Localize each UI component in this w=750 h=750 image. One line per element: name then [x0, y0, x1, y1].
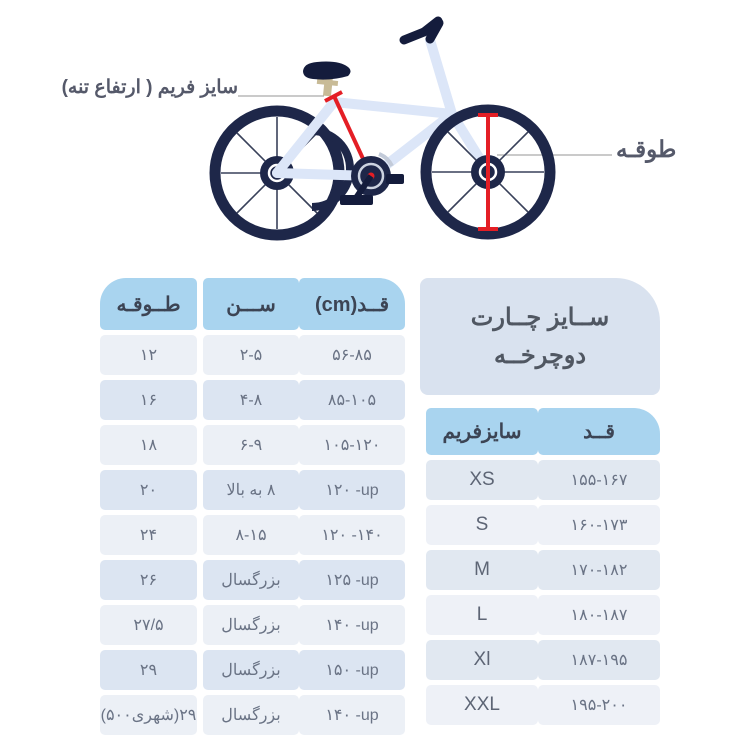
table-cell: ۲۹ — [100, 650, 197, 690]
table-cell: S — [426, 505, 538, 545]
table-cell: بزرگسال — [203, 605, 299, 645]
table-header-row: قــد(cm) ســـن طــوقـه — [94, 278, 405, 330]
table-cell: ۲۰ — [100, 470, 197, 510]
table-row: ۱۲۵ -up بزرگسال ۲۶ — [94, 560, 405, 600]
saddle — [303, 61, 351, 80]
table-cell: ۲۷/۵ — [100, 605, 197, 645]
table-cell: ۱۲۰ -۱۴۰ — [299, 515, 405, 555]
table-cell: XXL — [426, 685, 538, 725]
table-cell: ۱۰۵-۱۲۰ — [299, 425, 405, 465]
size-chart-title-line2: دوچرخــه — [493, 341, 587, 369]
table-cell: بزرگسال — [203, 560, 299, 600]
bicycle-illustration — [209, 16, 612, 241]
table-cell: ۱۹۵-۲۰۰ — [538, 685, 660, 725]
frame-size-label: سایز فریم ( ارتفاع تنه) — [61, 77, 238, 98]
table-cell: ۱۸۰-۱۸۷ — [538, 595, 660, 635]
header-cell: ســـن — [203, 278, 299, 330]
header-cell: طــوقـه — [100, 278, 197, 330]
table-cell: ۱۸ — [100, 425, 197, 465]
table-cell: ۲۴ — [100, 515, 197, 555]
table-row: ۱۴۰ -up بزرگسال ۲۹(شهری۵۰۰) — [94, 695, 405, 735]
header-cell: سایزفریم — [426, 408, 538, 455]
table-cell: ۱۲۵ -up — [299, 560, 405, 600]
table-cell: ۱۲۰ -up — [299, 470, 405, 510]
table-cell: ۶-۹ — [203, 425, 299, 465]
header-cell: قــد(cm) — [299, 278, 405, 330]
table-cell: ۲۶ — [100, 560, 197, 600]
seatpost-clamp — [316, 78, 339, 87]
chain-guard-arc — [311, 127, 354, 211]
height-age-rim-table: قــد(cm) ســـن طــوقـه ۵۶-۸۵ ۲-۵ ۱۲ ۸۵-۱۰۵ ۴-۸ ۱… — [94, 278, 405, 740]
handlebar — [399, 16, 444, 45]
table-cell: ۴-۸ — [203, 380, 299, 420]
table-row: ۱۹۵-۲۰۰ XXL — [420, 685, 660, 725]
table-row: ۱۸۰-۱۸۷ L — [420, 595, 660, 635]
table-cell: ۸ به بالا — [203, 470, 299, 510]
table-cell: ۱۸۷-۱۹۵ — [538, 640, 660, 680]
table-cell: ۱۶ — [100, 380, 197, 420]
table-row: ۱۲۰ -up ۸ به بالا ۲۰ — [94, 470, 405, 510]
table-cell: ۸-۱۵ — [203, 515, 299, 555]
table-cell: ۱۲ — [100, 335, 197, 375]
table-row: ۱۲۰ -۱۴۰ ۸-۱۵ ۲۴ — [94, 515, 405, 555]
table-row: ۱۵۵-۱۶۷ XS — [420, 460, 660, 500]
header-cell: قــد — [538, 408, 660, 455]
table-cell: ۱۴۰ -up — [299, 605, 405, 645]
table-header-row: قــد سایزفریم — [420, 408, 660, 455]
table-cell: بزرگسال — [203, 695, 299, 735]
table-row: ۸۵-۱۰۵ ۴-۸ ۱۶ — [94, 380, 405, 420]
rim-measure-line — [478, 113, 498, 231]
table-cell: ۵۶-۸۵ — [299, 335, 405, 375]
chainring — [351, 152, 394, 196]
size-chart-title: ســایز چــارت دوچرخــه — [420, 278, 660, 395]
table-cell: M — [426, 550, 538, 590]
table-row: ۱۰۵-۱۲۰ ۶-۹ ۱۸ — [94, 425, 405, 465]
table-cell: ۲۹(شهری۵۰۰) — [100, 695, 197, 735]
table-row: ۵۶-۸۵ ۲-۵ ۱۲ — [94, 335, 405, 375]
size-chart-title-line1: ســایز چــارت — [470, 304, 610, 332]
table-row: ۱۴۰ -up بزرگسال ۲۷/۵ — [94, 605, 405, 645]
table-cell: ۱۵۰ -up — [299, 650, 405, 690]
table-row: ۱۶۰-۱۷۳ S — [420, 505, 660, 545]
table-cell: ۱۵۵-۱۶۷ — [538, 460, 660, 500]
table-cell: ۲-۵ — [203, 335, 299, 375]
rim-label: طوقـه — [616, 136, 677, 162]
table-cell: ۱۷۰-۱۸۲ — [538, 550, 660, 590]
table-row: ۱۷۰-۱۸۲ M — [420, 550, 660, 590]
table-cell: ۸۵-۱۰۵ — [299, 380, 405, 420]
table-cell: L — [426, 595, 538, 635]
table-row: ۱۵۰ -up بزرگسال ۲۹ — [94, 650, 405, 690]
table-cell: XS — [426, 460, 538, 500]
table-cell: ۱۴۰ -up — [299, 695, 405, 735]
table-row: ۱۸۷-۱۹۵ Xl — [420, 640, 660, 680]
pedals — [340, 174, 404, 205]
table-cell: بزرگسال — [203, 650, 299, 690]
table-cell: ۱۶۰-۱۷۳ — [538, 505, 660, 545]
table-cell: Xl — [426, 640, 538, 680]
frame-size-height-table: قــد سایزفریم ۱۵۵-۱۶۷ XS ۱۶۰-۱۷۳ S ۱۷۰-۱۸۲ M ۱۸۰… — [420, 408, 660, 730]
